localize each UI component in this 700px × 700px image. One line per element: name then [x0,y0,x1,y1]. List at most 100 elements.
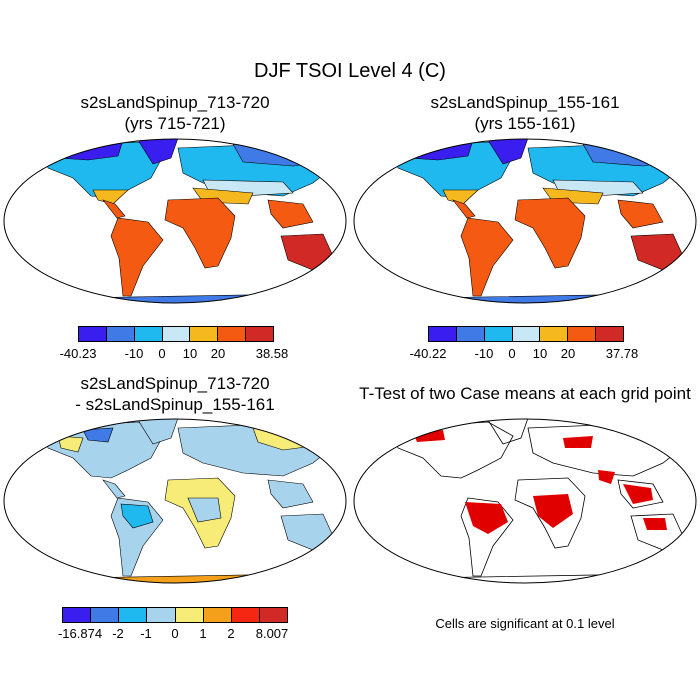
panel3-tick-3: 0 [171,626,179,641]
panel1-tick-2: 0 [158,346,166,361]
panel1-arctic-canada [47,139,124,161]
panel3-amazon [120,503,154,529]
panel3-canada-cool [82,427,114,443]
panel1-africa [164,197,236,269]
panel3-congo [187,497,222,523]
panel1-title-line1: s2sLandSpinup_713-720 [80,93,270,112]
colorbar-swatch [218,327,247,341]
panel1-landmasses [42,139,339,303]
panel3-landmasses [42,419,339,583]
colorbar-swatch [231,608,260,622]
colorbar-swatch [162,327,191,341]
colorbar-swatch [484,327,513,341]
panel1-siberia [232,141,334,167]
colorbar-swatch [147,608,176,622]
panel2-tick-2: 0 [508,346,516,361]
panel3-tick-4: 1 [199,626,207,641]
panel3-greenland [137,419,179,445]
panel1-central-america [102,199,126,219]
panel2-map [353,138,697,304]
panel2-greenland [487,139,529,165]
panel4-sig-australia [643,518,667,530]
panel2-central-america [452,199,476,219]
panel2-title: s2sLandSpinup_155-161 (yrs 155-161) [350,92,700,134]
panel2-australia [630,233,684,271]
panel4-north-america-outline [392,421,514,479]
panel1-tick-4: 20 [210,346,226,361]
panel1-us-south [92,189,129,205]
panel2-arctic-canada [397,139,474,161]
panel3-canada-warm [57,435,84,453]
panel4-south-america-outline [460,497,514,577]
panel3-map [3,418,347,584]
panel3-tick-1: -2 [112,626,124,641]
panel1-australia [280,233,334,271]
panel3-title-line2: - s2sLandSpinup_155-161 [75,395,275,414]
panel1-tick-0: -40.23 [59,346,97,361]
panel4-significant-cells [413,430,667,534]
panel3-colorbar [62,607,288,623]
panel4-sig-northern [413,430,445,442]
panel4-sig-india [598,470,615,484]
panel2-se-asia [617,199,664,229]
panel2-us-south [442,189,479,205]
panel2-title-line1: s2sLandSpinup_155-161 [430,93,620,112]
colorbar-swatch [63,608,92,622]
panel4-note: Cells are significant at 0.1 level [435,616,615,631]
panel3-central-america [102,479,126,499]
panel1-tick-1: -10 [124,346,144,361]
panel4-sig-eurasia [563,436,593,448]
panel1-tick-5: 38.58 [255,346,289,361]
panel3-australia [280,513,334,551]
panel2-tick-5: 37.78 [605,346,639,361]
panel4-eurasia-outline [527,421,689,477]
colorbar-swatch [134,327,163,341]
panel4-sig-amazon [465,502,508,534]
panel1-greenland [137,139,179,165]
panel3-title-line1: s2sLandSpinup_713-720 [80,374,270,393]
panel4-map [353,418,697,584]
panel3-tick-6: 8.007 [255,626,289,641]
colorbar-swatch [119,608,148,622]
colorbar-swatch [79,327,107,341]
colorbar-swatch [246,327,274,341]
colorbar-swatch [91,608,120,622]
panel3-se-asia [267,479,314,509]
panel2-tick-3: 10 [532,346,548,361]
colorbar-swatch [203,608,232,622]
panel4-sig-africa [533,494,573,528]
panel2-south-america [460,217,514,297]
panel2-tick-0: -40.22 [409,346,447,361]
colorbar-swatch [540,327,569,341]
panel3-title: s2sLandSpinup_713-720 - s2sLandSpinup_15… [0,373,350,415]
panel1-tick-3: 10 [182,346,198,361]
panel2-tick-1: -10 [474,346,494,361]
panel4-title: T-Test of two Case means at each grid po… [359,384,691,403]
colorbar-swatch [429,327,457,341]
panel1-se-asia [267,199,314,229]
colorbar-swatch [259,608,287,622]
panel1-title: s2sLandSpinup_713-720 (yrs 715-721) [0,92,350,134]
colorbar-swatch [456,327,485,341]
panel2-africa [514,197,586,269]
panel2-siberia [582,141,684,167]
panel4-africa-outline [514,477,586,549]
panel3-tick-5: 2 [227,626,235,641]
panel2-title-line2: (yrs 155-161) [474,114,576,133]
panel2-landmasses [392,139,689,303]
panel1-colorbar [78,326,274,342]
colorbar-swatch [596,327,624,341]
panel2-colorbar [428,326,624,342]
panel4-se-asia-outline [617,479,664,509]
colorbar-swatch [568,327,597,341]
panel4-greenland-outline [487,419,529,445]
colorbar-swatch [175,608,204,622]
panel3-tick-0: -16.874 [57,626,103,641]
panel1-south-america [110,217,164,297]
panel1-map [3,138,347,304]
figure-title: DJF TSOI Level 4 (C) [254,60,446,82]
panel4-sig-se-asia [623,484,653,504]
colorbar-swatch [106,327,135,341]
panel2-tick-4: 20 [560,346,576,361]
colorbar-swatch [512,327,541,341]
